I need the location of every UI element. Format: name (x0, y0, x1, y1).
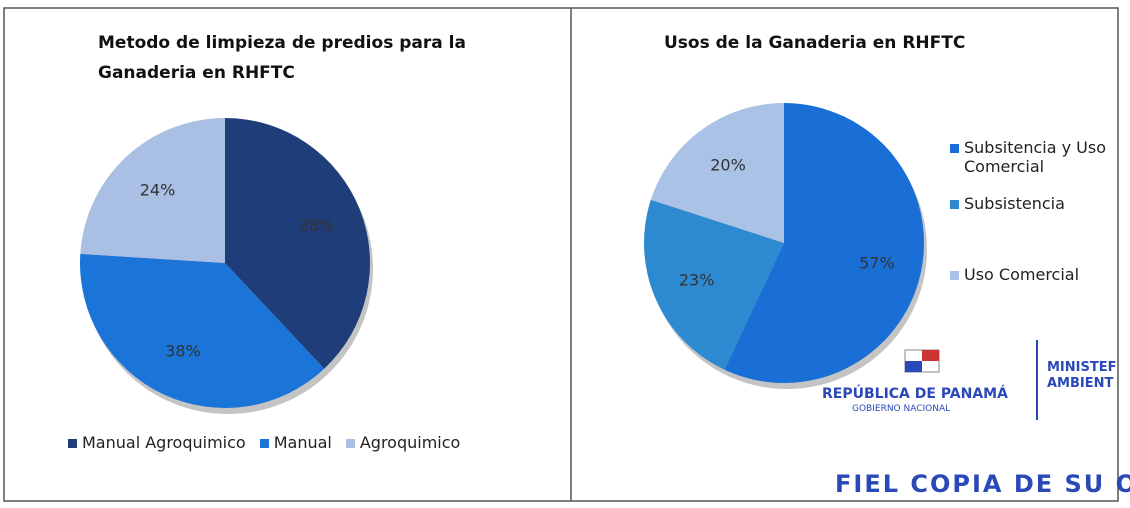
data-label: 57% (859, 253, 895, 272)
legend: Manual Agroquimico Manual Agroquimico (68, 433, 460, 452)
legend-label: Agroquimico (359, 433, 461, 452)
data-label: 24% (140, 181, 176, 200)
legend-label: Subsitencia y Uso Comercial (964, 138, 1107, 176)
chart-title: Metodo de limpieza de predios para la Ga… (98, 33, 466, 83)
stamp-ministry: AMBIENT (1047, 376, 1114, 391)
legend-label: Manual Agroquimico (82, 433, 246, 452)
data-label: 38% (299, 216, 335, 235)
pie-slice (644, 199, 784, 370)
frame (3, 7, 1119, 502)
stamp-government: GOBIERNO NACIONAL (852, 404, 951, 414)
legend-swatch (68, 439, 77, 448)
pie-slice (225, 118, 370, 369)
legend-item: Manual (259, 433, 332, 452)
pie-slice (80, 253, 325, 409)
legend-label: Uso Comercial (964, 265, 1080, 284)
legend-item: Manual Agroquimico (68, 433, 246, 452)
chart-title: Usos de la Ganaderia en RHFTC (664, 33, 966, 53)
data-label: 38% (165, 342, 201, 361)
stamp-country: REPÚBLICA DE PANAMÁ (822, 386, 1008, 402)
pie-slice (724, 103, 924, 383)
data-label: 23% (679, 270, 715, 289)
legend-item: Uso Comercial (950, 265, 1110, 284)
legend-label: Subsistencia (964, 194, 1065, 213)
legend-item: Agroquimico (345, 433, 461, 452)
legend-item: Subsitencia y Uso Comercial (950, 138, 1110, 176)
stamp-certification: FIEL COPIA DE SU ORIGI (835, 470, 1130, 498)
pie-slice (650, 103, 784, 243)
data-label: 20% (710, 155, 746, 174)
legend-label: Manual (273, 433, 332, 452)
legend-swatch (950, 200, 959, 209)
flag (904, 349, 940, 373)
stamp-ministry: MINISTEF (1047, 360, 1117, 375)
legend-item: Subsistencia (950, 194, 1110, 213)
legend-swatch (345, 439, 355, 448)
legend-swatch (950, 144, 959, 153)
legend-swatch (259, 439, 269, 448)
legend-swatch (950, 271, 959, 280)
pie-slice (80, 118, 225, 263)
legend: Subsitencia y Uso Comercial Subsistencia U… (950, 138, 1110, 284)
